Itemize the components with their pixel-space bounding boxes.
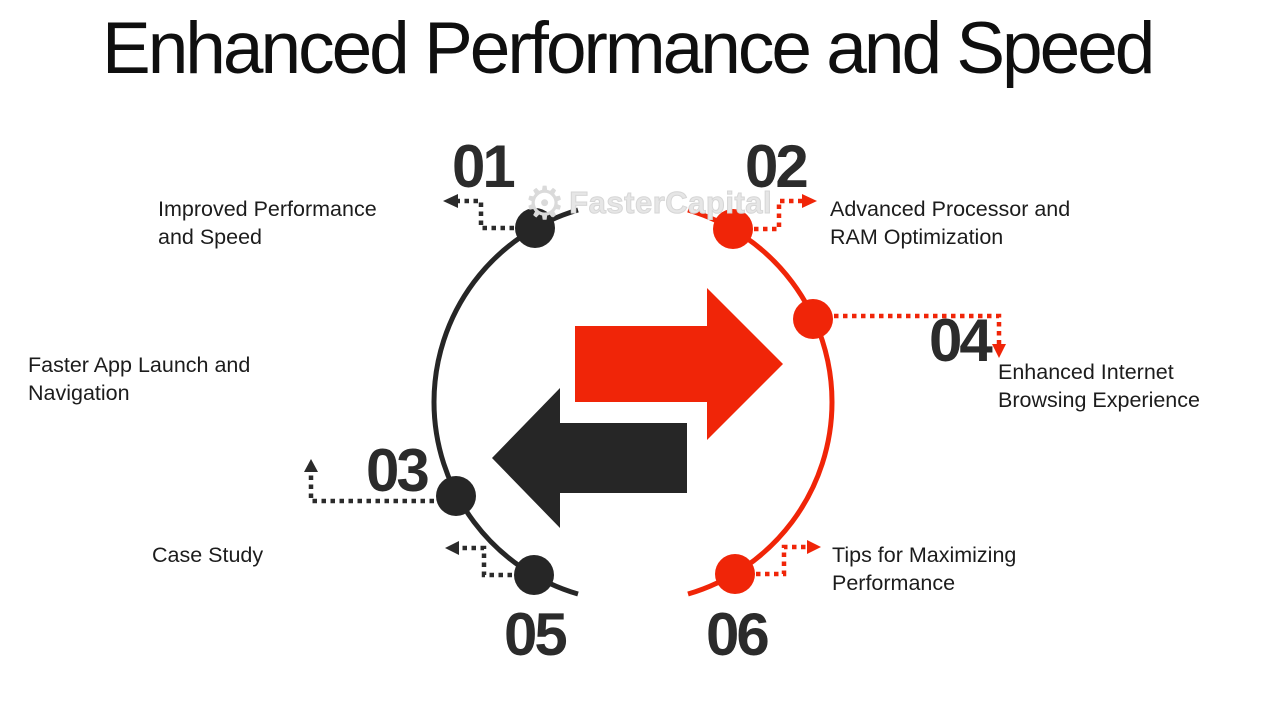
step-02-label: Advanced Processor and RAM Optimization	[830, 197, 1071, 249]
step-03-label: Faster App Launch and Navigation	[28, 353, 251, 405]
step-02-dot	[713, 209, 753, 249]
step-01-dot	[515, 208, 555, 248]
black-left-arrow-icon	[492, 388, 687, 528]
connector-02-line	[754, 198, 802, 232]
step-04-label: Enhanced Internet Browsing Experience	[998, 360, 1200, 412]
connector-05-arrowhead-icon	[445, 541, 459, 555]
connector-04-arrowhead-icon	[992, 344, 1006, 358]
step-05-dot	[514, 555, 554, 595]
step-06-label: Tips for Maximizing Performance	[832, 543, 1017, 595]
connector-03-arrowhead-icon	[304, 459, 318, 472]
step-05-label: Case Study	[152, 543, 264, 567]
step-04-dot	[793, 299, 833, 339]
connector-05-line	[459, 545, 512, 578]
page-title: Enhanced Performance and Speed	[102, 8, 1155, 89]
connector-01-arrowhead-icon	[443, 194, 458, 208]
connector-06-arrowhead-icon	[807, 540, 821, 554]
step-01-label: Improved Performance and Speed	[158, 197, 377, 249]
step-06-dot	[715, 554, 755, 594]
step-03-number: 03	[366, 437, 430, 504]
step-05-number: 05	[504, 601, 568, 668]
step-06-number: 06	[706, 601, 770, 668]
right-arc-red	[687, 207, 835, 597]
step-02-number: 02	[745, 133, 809, 200]
connector-04-line	[834, 313, 1002, 344]
step-01-number: 01	[452, 133, 516, 200]
step-03-dot	[436, 476, 476, 516]
step-04-number: 04	[929, 307, 993, 374]
connector-01-line	[458, 198, 514, 231]
connector-02-arrowhead-icon	[802, 194, 817, 208]
left-arc-black	[431, 207, 579, 597]
red-right-arrow-icon	[575, 288, 783, 440]
connector-06-line	[756, 544, 807, 577]
